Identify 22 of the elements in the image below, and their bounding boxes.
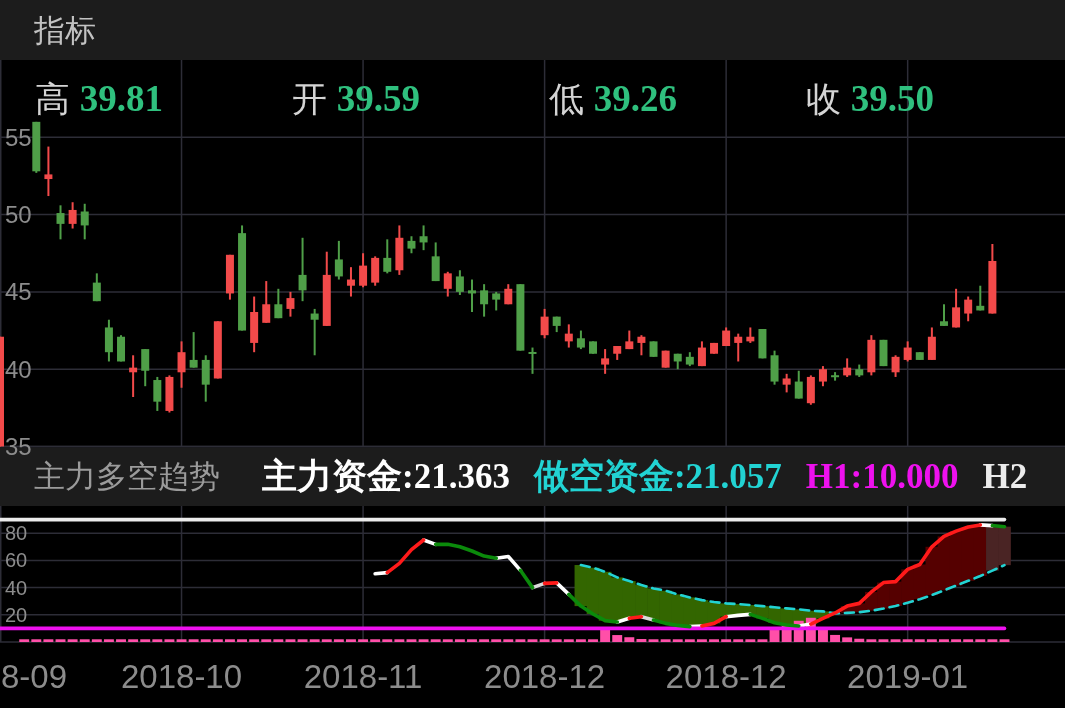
y-tick-label: 50 [5,201,32,229]
y-tick-label: 60 [5,549,28,572]
y-tick-label: 40 [5,576,28,599]
y-tick-label: 45 [5,278,32,306]
y-tick-label: 35 [5,433,32,460]
y-tick-label: 40 [5,355,32,383]
y-tick-label: 20 [5,603,28,626]
annotation: 低 39.26 [549,77,677,119]
annotation: 高 39.81 [35,77,163,119]
text: 8-09 [1,657,68,695]
legend: 主力资金:21.363 做空资金:21.057 H1:10.000 H2 [262,457,1028,497]
x-tick-label: 2018-10 [120,657,243,695]
chart-title: 指标 [33,12,96,48]
x-tick-label: 2018-12 [665,657,787,695]
annotation: 收 39.50 [806,77,934,119]
x-tick-label: 2018-12 [484,657,606,695]
y-tick-label: 55 [5,123,32,151]
annotation: 开 39.59 [292,77,420,119]
x-tick-label: 2018-11 [303,657,423,695]
y-tick-label: 80 [5,522,28,545]
chart-title: 主力多空趋势 [34,459,220,495]
x-tick-label: 2019-01 [847,657,969,695]
